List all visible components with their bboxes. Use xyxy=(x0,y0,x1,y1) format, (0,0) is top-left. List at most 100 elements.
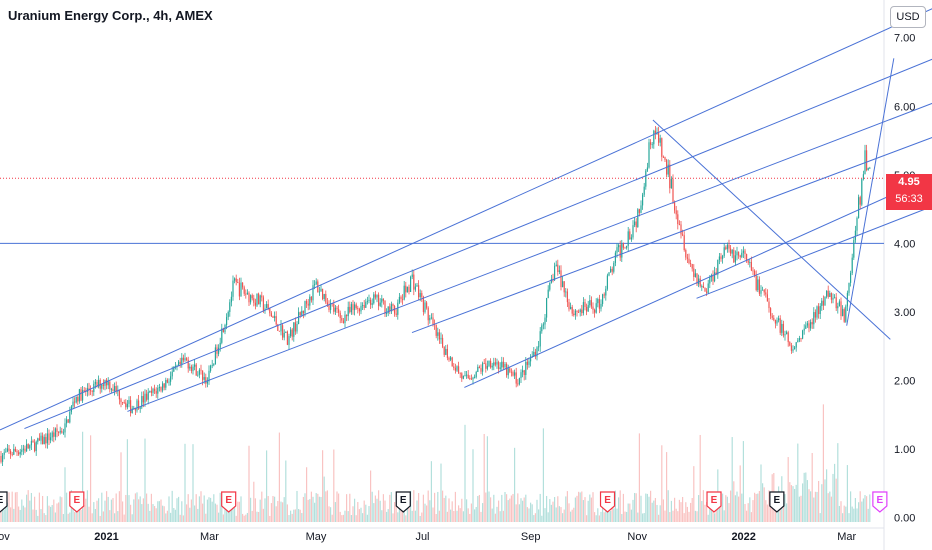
candle-body-360 xyxy=(576,310,578,312)
candle-body-252 xyxy=(403,285,405,300)
candle-body-317 xyxy=(507,368,509,376)
candle-body-18 xyxy=(29,445,31,449)
candle-body-532 xyxy=(851,257,853,274)
volume-bar-452 xyxy=(723,510,725,522)
candle-body-541 xyxy=(866,150,868,171)
candle-body-390 xyxy=(624,247,626,249)
volume-bar-413 xyxy=(661,445,663,522)
candle-body-282 xyxy=(451,357,453,367)
volume-bar-411 xyxy=(658,514,660,522)
candle-body-481 xyxy=(770,308,772,316)
candle-body-354 xyxy=(566,291,568,303)
volume-bar-215 xyxy=(344,510,346,522)
volume-bar-286 xyxy=(458,505,460,522)
volume-bar-281 xyxy=(450,509,452,522)
candle-body-307 xyxy=(491,365,493,368)
candle-body-376 xyxy=(602,294,604,304)
volume-bar-154 xyxy=(246,512,248,522)
candle-body-530 xyxy=(848,282,850,293)
candle-body-145 xyxy=(232,280,234,297)
volume-bar-458 xyxy=(733,481,735,522)
volume-bar-395 xyxy=(632,499,634,522)
volume-bar-508 xyxy=(813,497,815,522)
candle-body-301 xyxy=(482,363,484,372)
candle-body-304 xyxy=(486,365,488,369)
volume-bar-381 xyxy=(610,510,612,522)
volume-bar-478 xyxy=(765,500,767,522)
volume-bar-176 xyxy=(282,502,284,522)
volume-bar-301 xyxy=(482,503,484,522)
candle-body-464 xyxy=(742,250,744,253)
candle-body-32 xyxy=(51,432,53,438)
candle-body-258 xyxy=(413,274,415,290)
candle-body-244 xyxy=(390,304,392,312)
candle-body-94 xyxy=(150,390,152,393)
candle-body-237 xyxy=(379,302,381,306)
y-tick-label-0: 7.00 xyxy=(894,33,915,45)
candle-body-256 xyxy=(410,276,412,293)
volume-bar-166 xyxy=(266,450,268,522)
volume-bar-304 xyxy=(486,436,488,522)
volume-bar-85 xyxy=(136,492,138,522)
candle-body-85 xyxy=(136,400,138,411)
candle-body-533 xyxy=(853,240,855,258)
volume-bar-507 xyxy=(811,453,813,522)
volume-bar-475 xyxy=(760,464,762,522)
volume-bar-191 xyxy=(306,467,308,522)
candle-body-369 xyxy=(590,300,592,307)
volume-bar-493 xyxy=(789,482,791,522)
volume-bar-363 xyxy=(581,491,583,522)
candle-body-364 xyxy=(582,302,584,314)
volume-bar-208 xyxy=(333,449,335,522)
volume-bar-375 xyxy=(600,511,602,522)
volume-bar-210 xyxy=(336,491,338,522)
volume-bar-430 xyxy=(688,511,690,522)
candle-body-291 xyxy=(466,374,468,376)
candle-body-115 xyxy=(184,358,186,361)
volume-bar-393 xyxy=(629,503,631,522)
volume-bar-278 xyxy=(445,495,447,522)
earnings-marker-7 xyxy=(872,491,888,513)
candle-body-75 xyxy=(120,399,122,403)
candle-body-160 xyxy=(256,293,258,306)
candle-body-178 xyxy=(285,331,287,333)
volume-bar-335 xyxy=(536,499,538,522)
volume-bar-233 xyxy=(373,503,375,522)
candle-body-370 xyxy=(592,306,594,310)
volume-bar-235 xyxy=(376,498,378,522)
volume-bar-517 xyxy=(827,493,829,522)
candle-body-56 xyxy=(90,390,92,392)
candle-body-537 xyxy=(859,197,861,205)
candle-body-290 xyxy=(464,375,466,376)
volume-bar-183 xyxy=(293,509,295,522)
volume-bar-298 xyxy=(477,496,479,522)
candle-body-42 xyxy=(67,419,69,423)
candle-body-407 xyxy=(651,144,653,146)
candle-body-90 xyxy=(144,393,146,403)
candle-body-420 xyxy=(672,178,674,202)
volume-bar-454 xyxy=(726,496,728,522)
candle-body-526 xyxy=(842,309,844,317)
candle-body-389 xyxy=(622,244,624,248)
candle-body-34 xyxy=(54,428,56,437)
candle-body-61 xyxy=(98,379,100,387)
candle-body-242 xyxy=(387,306,389,314)
candle-body-29 xyxy=(46,433,48,444)
candle-body-486 xyxy=(778,318,780,321)
volume-bar-303 xyxy=(485,492,487,522)
volume-bar-248 xyxy=(397,512,399,522)
volume-bar-424 xyxy=(678,499,680,522)
candle-body-485 xyxy=(776,320,778,324)
candle-body-498 xyxy=(797,340,799,343)
currency-button[interactable]: USD xyxy=(890,6,926,28)
volume-bar-87 xyxy=(139,496,141,522)
candle-body-524 xyxy=(838,301,840,307)
bar-countdown: 56:33 xyxy=(895,193,923,205)
candle-body-243 xyxy=(389,306,391,312)
volume-bar-353 xyxy=(565,496,567,522)
candle-body-37 xyxy=(59,430,61,433)
volume-bar-385 xyxy=(616,508,618,522)
candle-body-522 xyxy=(835,297,837,309)
candle-body-325 xyxy=(520,372,522,379)
